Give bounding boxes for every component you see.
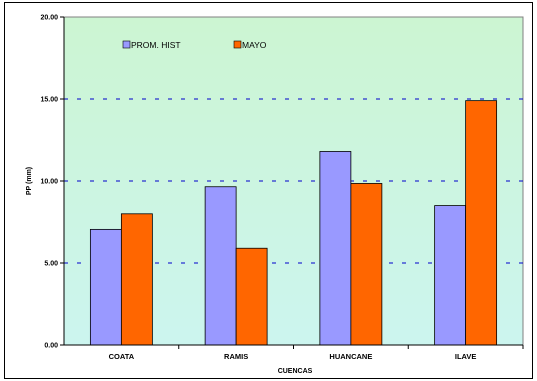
legend-swatch-mayo <box>233 40 242 49</box>
y-tick-label: 15.00 <box>40 97 58 104</box>
legend: PROM. HIST MAYO <box>122 40 267 50</box>
bar-prom-hist-ilave <box>434 205 467 346</box>
legend-swatch-prom-hist <box>122 40 131 49</box>
y-tick-label: 20.00 <box>40 15 58 22</box>
x-tick-label: COATA <box>109 352 135 361</box>
y-tick-label: 10.00 <box>40 179 58 186</box>
x-tick-label: ILAVE <box>455 352 477 361</box>
x-tick-label: RAMIS <box>224 352 248 361</box>
legend-label-mayo: MAYO <box>242 40 267 50</box>
legend-label-prom-hist: PROM. HIST <box>131 40 181 50</box>
y-axis-title: PP (mm) <box>26 167 33 195</box>
x-axis-title: CUENCAS <box>278 368 313 375</box>
bar-prom-hist-huancane <box>319 151 352 346</box>
bar-mayo-huancane <box>350 183 383 346</box>
bar-prom-hist-ramis <box>204 186 237 346</box>
bar-mayo-ramis <box>235 247 268 346</box>
bar-mayo-ilave <box>465 100 498 346</box>
y-tick-label: 0.00 <box>44 343 58 350</box>
bar-mayo-coata <box>120 213 153 346</box>
bar-prom-hist-coata <box>89 228 122 346</box>
y-tick-label: 5.00 <box>44 261 58 268</box>
x-tick-label: HUANCANE <box>329 352 372 361</box>
